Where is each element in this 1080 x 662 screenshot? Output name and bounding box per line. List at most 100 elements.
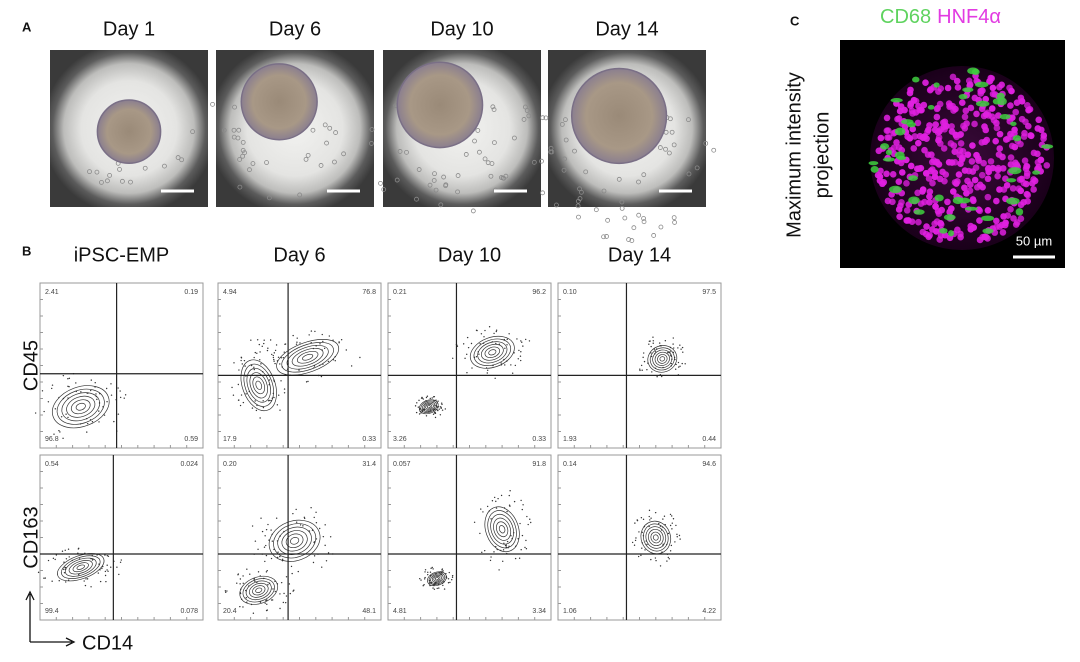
nucleus <box>926 198 933 206</box>
event-dot <box>280 380 282 382</box>
event-dot <box>64 566 66 569</box>
cell <box>175 155 181 160</box>
nucleus <box>1027 132 1035 140</box>
event-dot <box>464 357 466 360</box>
contour <box>76 564 85 570</box>
event-dot <box>654 511 657 514</box>
event-dot <box>104 574 107 577</box>
macrophage <box>1041 144 1054 149</box>
event-dot <box>441 568 444 570</box>
event-dot <box>324 544 326 547</box>
contour <box>60 555 101 579</box>
cell <box>563 137 569 143</box>
event-dot <box>332 339 334 341</box>
cell <box>142 165 148 171</box>
nucleus <box>961 167 969 174</box>
cell <box>605 217 611 223</box>
nucleus <box>1012 159 1019 167</box>
event-dot <box>239 605 241 608</box>
cell <box>521 117 527 122</box>
event-dot <box>272 354 274 357</box>
macrophage <box>934 194 944 202</box>
event-dot <box>106 569 108 571</box>
nucleus <box>895 178 903 185</box>
event-dot <box>444 408 447 410</box>
nucleus <box>963 190 970 197</box>
nucleus <box>994 172 1001 180</box>
nucleus <box>962 107 970 115</box>
quadrant-value: 2.41 <box>45 289 59 296</box>
event-dot <box>80 391 82 393</box>
contour <box>52 385 110 429</box>
event-dot <box>646 543 648 546</box>
nucleus <box>948 205 955 212</box>
event-dot <box>279 409 281 411</box>
event-dot <box>422 584 424 587</box>
nucleus <box>1012 108 1019 116</box>
event-dot <box>648 343 650 345</box>
contour <box>240 359 277 412</box>
contour <box>57 553 105 582</box>
event-dot <box>484 329 486 332</box>
nucleus <box>941 118 949 126</box>
cell <box>427 182 433 188</box>
event-dot <box>250 364 253 367</box>
nucleus <box>982 233 990 241</box>
nucleus <box>909 110 916 117</box>
nucleus <box>971 120 978 128</box>
event-dot <box>85 578 87 580</box>
event-dot <box>58 429 60 432</box>
event-dot <box>434 416 437 419</box>
event-dot <box>110 394 113 396</box>
cell <box>128 179 133 185</box>
event-dot <box>669 351 671 353</box>
nucleus <box>967 181 974 188</box>
cell <box>475 128 481 133</box>
event-dot <box>479 343 481 345</box>
contour <box>255 380 263 390</box>
nucleus <box>951 148 959 156</box>
event-dot <box>120 559 122 561</box>
event-dot <box>84 584 87 587</box>
contour <box>469 335 515 369</box>
cell <box>333 130 339 135</box>
event-dot <box>264 602 266 604</box>
nucleus <box>1004 212 1012 219</box>
event-dot <box>423 578 426 580</box>
stain-name: HNF4α <box>937 6 1001 28</box>
event-dot <box>267 584 269 586</box>
event-dot <box>236 582 238 584</box>
contour <box>434 577 439 581</box>
event-dot <box>521 341 523 343</box>
contour <box>652 534 659 541</box>
event-dot <box>659 565 662 567</box>
cell <box>577 186 582 192</box>
event-dot <box>279 555 281 558</box>
cell <box>432 171 437 177</box>
event-dot <box>489 559 492 562</box>
event-dot <box>259 417 261 419</box>
event-dot <box>267 399 270 402</box>
column-title: Day 10 <box>438 244 501 266</box>
event-dot <box>68 386 70 388</box>
event-dot <box>65 558 68 560</box>
event-dot <box>674 368 677 370</box>
macrophage <box>958 93 968 100</box>
event-dot <box>441 409 444 411</box>
event-dot <box>273 396 275 399</box>
macrophage <box>1032 170 1041 175</box>
event-dot <box>451 576 454 578</box>
nucleus <box>935 137 942 144</box>
cell <box>549 149 555 155</box>
macrophage <box>1010 121 1017 126</box>
cell <box>593 207 599 213</box>
contour <box>422 401 436 412</box>
event-dot <box>260 517 262 519</box>
nucleus <box>1024 122 1032 130</box>
macrophage <box>947 230 955 237</box>
cell <box>416 167 422 172</box>
contour <box>255 587 263 593</box>
nucleus <box>944 84 952 92</box>
event-dot <box>324 524 326 526</box>
